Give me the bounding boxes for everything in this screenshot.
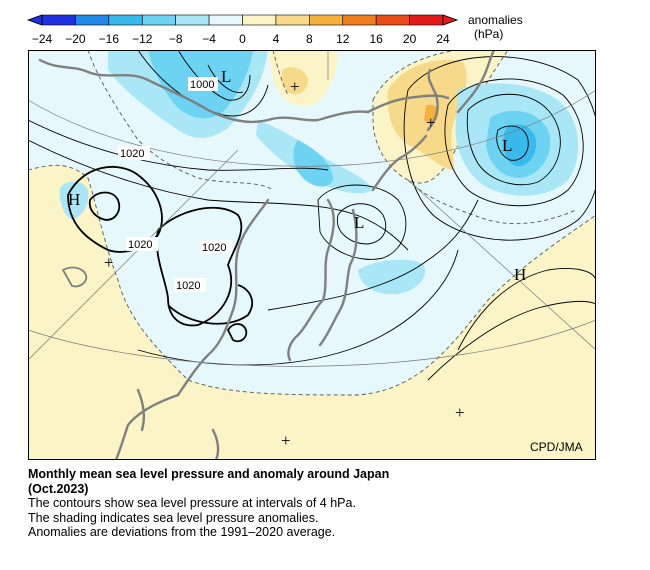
colorbar-tick-label: 16 [369,32,383,46]
map-credit: CPD/JMA [530,440,583,454]
caption-title: Monthly mean sea level pressure and anom… [28,467,390,481]
caption-line-shading: The shading indicates sea level pressure… [28,510,319,525]
colorbar-segment [75,14,110,26]
coastline-kamchatka [456,50,496,114]
anomaly-negative-east-inner [503,124,537,167]
isobar-1020-inner [88,191,121,221]
isobar-7 [444,78,584,207]
caption-date: (Oct.2023) [28,481,89,496]
map-caption: Monthly mean sea level pressure and anom… [28,467,628,540]
colorbar-tick-label: −24 [32,32,53,46]
contour-label-1020-c: 1020 [202,242,226,254]
pressure-anomaly-map: L L L H H + + + + + 1000 1020 1020 1020 … [28,50,596,460]
isobar-6 [466,93,561,186]
grid-lat-1 [28,89,596,167]
isobar-9 [496,125,529,161]
grid-lon-2 [407,179,596,351]
isobar-8 [403,56,596,241]
isobar-1020-center [156,206,243,327]
grid-lon-1 [28,149,239,361]
isobar-5 [207,64,244,93]
coastline-china-east [176,198,270,397]
coastline-korea [287,198,335,362]
colorbar-left-arrow [26,14,43,26]
isobar-14 [457,268,596,351]
anomaly-colorbar: −24 −20 −16 −12 −8 −4 0 4 8 12 16 20 24 anomalies (h… [26,13,523,46]
colorbar-segment [108,14,143,26]
colorbar-segment [41,14,76,26]
colorbar-tick-label: 24 [436,32,450,46]
anomaly-negative-west [59,181,89,220]
isobar-10 [336,203,387,245]
isobar-1 [28,139,409,251]
plus-marker-south: + [281,431,291,450]
isobar-3 [137,50,269,117]
colorbar-unit-label: anomalies [468,13,523,27]
caption-line-contours: The contours show sea level pressure at … [28,496,356,510]
colorbar-segment [375,14,410,26]
colorbar-segment [409,14,444,26]
coastline-taiwan [211,428,220,460]
plus-marker-southeast: + [455,403,465,422]
low-pressure-east: L [502,136,512,155]
colorbar-segment [175,14,210,26]
contour-label-1020-d: 1020 [176,280,200,292]
contour-label-1000: 1000 [190,79,214,91]
lake-baikal [61,266,88,288]
anomaly-negative-south [358,259,426,295]
coastline-japan-honshu [318,208,358,347]
colorbar-unit-hpa: (hPa) [474,27,503,41]
colorbar-segment [309,14,344,26]
anomaly-orange-north [281,67,308,95]
coastline-philippines [136,388,146,432]
high-pressure-east: H [514,265,526,284]
colorbar-tick-label: −8 [169,32,183,46]
colorbar-tick-label: 4 [273,32,280,46]
colorbar-segment [275,14,310,26]
plus-marker-northeast: + [426,113,436,132]
colorbar-segment [242,14,277,26]
coastline-china-south [114,393,180,460]
anomaly-negative-band2 [293,140,333,187]
colorbar-segment [141,14,176,26]
colorbar-tick-label: −4 [202,32,216,46]
colorbar-tick-label: −16 [99,32,120,46]
colorbar-right-arrow [442,14,459,26]
isobar-4 [177,50,251,101]
isobar-12 [267,199,479,311]
plus-marker-west: + [104,253,114,272]
coastline-japan-north [371,134,428,192]
caption-line-anomalies: Anomalies are deviations from the 1991–2… [28,525,336,539]
colorbar-tick-label: 20 [403,32,417,46]
anomaly-positive-south [28,164,596,460]
isobar-15 [427,300,596,381]
colorbar-tick-label: 12 [336,32,350,46]
zero-contour-1 [87,50,274,191]
isobar-1020-small [226,323,248,343]
isobar-11 [317,184,407,260]
grid-lat-2 [28,319,596,367]
low-pressure-japan: L [354,213,364,232]
high-pressure-west: H [68,190,80,209]
colorbar-segment [208,14,243,26]
contour-label-1020-b: 1020 [128,239,152,251]
colorbar-segment [342,14,377,26]
plus-marker-north: + [290,77,300,96]
zero-contour-2 [272,50,289,96]
coastline-north-sea [38,58,370,124]
coastline-okhotsk [366,94,450,114]
low-pressure-north: L [221,67,231,86]
map-frame [28,50,596,460]
contour-label-1020-a: 1020 [120,148,144,160]
colorbar-tick-label: −20 [65,32,86,46]
isobar-1020-south [167,284,253,325]
colorbar-tick-label: −12 [132,32,153,46]
anomaly-positive-west [28,170,128,322]
isobar-2 [28,119,329,171]
colorbar-tick-label: 8 [306,32,313,46]
colorbar-tick-label: 0 [239,32,246,46]
